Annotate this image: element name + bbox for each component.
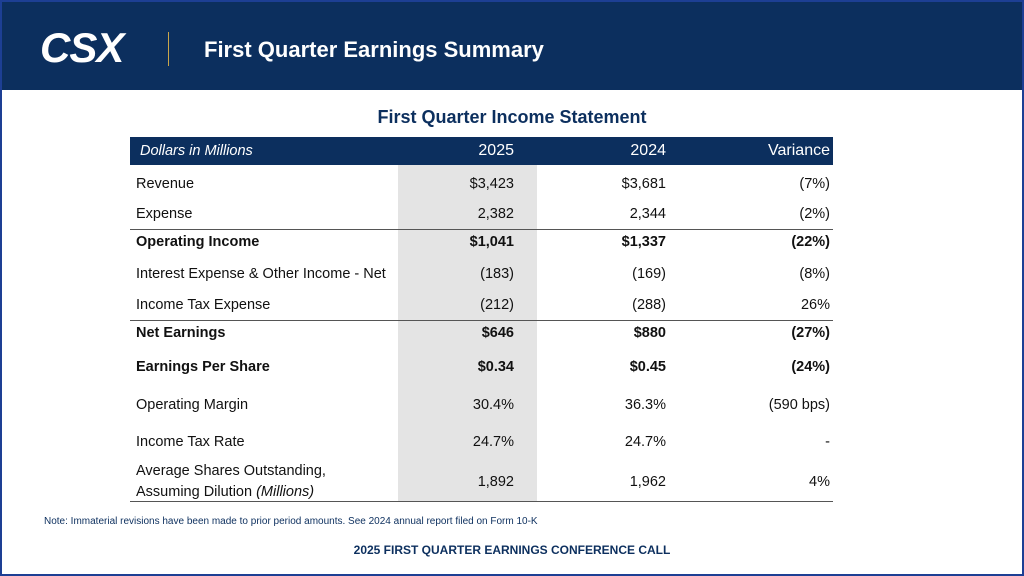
row-label: Earnings Per Share	[136, 359, 270, 375]
cell-value: (212)	[480, 297, 514, 313]
cell-value: 24.7%	[472, 434, 514, 450]
cell-value: (590 bps)	[768, 397, 830, 413]
cell-value: $1,041	[469, 234, 514, 250]
column-header: 2025	[478, 142, 514, 159]
cell-value: (8%)	[799, 266, 830, 282]
cell-value: $3,423	[469, 176, 514, 192]
cell-value: $0.34	[477, 359, 514, 375]
table-title: First Quarter Income Statement	[377, 107, 647, 127]
row-rule	[130, 320, 833, 321]
label-note: (Millions)	[256, 484, 315, 500]
cell-value: 26%	[800, 297, 830, 313]
row-label: Assuming Dilution (Millions)	[136, 484, 315, 500]
row-label: Interest Expense & Other Income - Net	[136, 266, 386, 282]
row-label: Revenue	[136, 176, 195, 192]
row-rule	[130, 229, 833, 230]
cell-value: 36.3%	[624, 397, 666, 413]
row-label: Operating Income	[136, 234, 260, 250]
cell-value: $3,681	[621, 176, 666, 192]
cell-value: (22%)	[791, 234, 830, 250]
footer: 2025 FIRST QUARTER EARNINGS CONFERENCE C…	[353, 543, 671, 557]
cell-value: $0.45	[629, 359, 666, 375]
row-label: Income Tax Expense	[136, 297, 271, 313]
divider	[168, 32, 169, 66]
cell-value: 2,382	[477, 206, 514, 222]
cell-value: (27%)	[791, 325, 830, 341]
cell-value: (183)	[480, 266, 514, 282]
slide-title: First Quarter Earnings Summary	[204, 37, 544, 62]
cell-value: (169)	[632, 266, 666, 282]
column-header: Variance	[768, 142, 830, 159]
row-label: Income Tax Rate	[136, 434, 245, 450]
cell-value: 24.7%	[624, 434, 666, 450]
column-header: Dollars in Millions	[140, 143, 253, 159]
cell-value: (288)	[632, 297, 666, 313]
footnote: Note: Immaterial revisions have been mad…	[44, 516, 538, 527]
cell-value: $646	[481, 325, 514, 341]
cell-value: $1,337	[621, 234, 666, 250]
cell-value: 1,892	[477, 474, 514, 490]
cell-value: -	[825, 434, 830, 450]
row-label: Net Earnings	[136, 325, 226, 341]
table-header	[130, 137, 833, 165]
cell-value: (2%)	[799, 206, 830, 222]
column-header: 2024	[630, 142, 666, 159]
cell-value: 4%	[809, 474, 830, 490]
row-rule	[130, 501, 833, 502]
header-bar	[2, 2, 1022, 90]
cell-value: 1,962	[629, 474, 666, 490]
cell-value: (7%)	[799, 176, 830, 192]
highlight-column	[398, 165, 537, 501]
row-label: Average Shares Outstanding,	[136, 463, 326, 479]
cell-value: (24%)	[791, 359, 830, 375]
cell-value: $880	[633, 325, 666, 341]
row-label: Operating Margin	[136, 397, 249, 413]
cell-value: 2,344	[629, 206, 666, 222]
row-label: Expense	[136, 206, 193, 222]
logo: CSX	[40, 24, 124, 71]
cell-value: 30.4%	[472, 397, 514, 413]
